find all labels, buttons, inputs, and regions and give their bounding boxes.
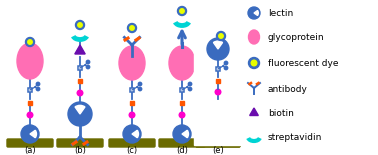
Circle shape [219,60,223,64]
Wedge shape [214,41,223,49]
Circle shape [188,87,192,91]
Circle shape [86,60,90,64]
FancyBboxPatch shape [7,139,53,147]
Text: biotin: biotin [268,108,294,117]
Wedge shape [254,11,258,16]
Circle shape [127,24,136,33]
Circle shape [78,23,82,27]
Circle shape [138,87,142,91]
Wedge shape [214,67,223,75]
Text: (c): (c) [126,146,138,155]
Text: antibody: antibody [268,84,308,93]
Circle shape [25,38,34,46]
Circle shape [215,89,221,95]
Circle shape [68,102,92,126]
Circle shape [180,9,184,13]
Circle shape [217,58,226,66]
Circle shape [251,60,257,66]
Text: (d): (d) [176,146,188,155]
Circle shape [36,82,40,86]
Circle shape [217,31,226,40]
FancyBboxPatch shape [180,88,184,92]
FancyBboxPatch shape [216,79,220,83]
Circle shape [224,61,228,65]
Text: fluorescent dye: fluorescent dye [268,58,339,67]
Circle shape [219,34,223,38]
Wedge shape [182,130,189,138]
Circle shape [129,112,135,118]
Text: (a): (a) [24,146,36,155]
Circle shape [179,112,185,118]
Wedge shape [214,79,223,87]
FancyBboxPatch shape [196,139,240,147]
Circle shape [77,90,83,96]
Circle shape [248,7,260,19]
Text: streptavidin: streptavidin [268,133,322,142]
Circle shape [215,93,221,99]
Ellipse shape [119,46,145,80]
Text: lectin: lectin [268,9,293,18]
Ellipse shape [205,95,231,131]
Text: (b): (b) [74,146,86,155]
Circle shape [76,20,85,29]
Ellipse shape [17,43,43,79]
Circle shape [248,58,260,69]
Wedge shape [75,105,85,114]
FancyBboxPatch shape [159,139,205,147]
Circle shape [36,87,40,91]
FancyBboxPatch shape [216,84,220,88]
FancyBboxPatch shape [196,139,240,147]
Ellipse shape [169,46,195,80]
FancyBboxPatch shape [109,139,155,147]
Circle shape [27,112,33,118]
Circle shape [28,40,32,44]
Circle shape [224,66,228,70]
Circle shape [207,38,229,60]
Circle shape [207,76,229,98]
Wedge shape [132,130,138,138]
Circle shape [21,125,39,143]
Circle shape [188,82,192,86]
Wedge shape [30,130,37,138]
Text: (e): (e) [212,146,224,155]
Text: glycoprotein: glycoprotein [268,33,325,42]
FancyBboxPatch shape [78,66,82,70]
Bar [194,5,242,145]
FancyBboxPatch shape [78,79,82,83]
FancyBboxPatch shape [130,88,134,92]
FancyBboxPatch shape [28,101,32,105]
Circle shape [173,125,191,143]
Ellipse shape [248,30,260,44]
FancyBboxPatch shape [57,139,103,147]
Circle shape [123,125,141,143]
Circle shape [178,7,186,16]
Circle shape [86,65,90,69]
Ellipse shape [205,99,231,135]
Circle shape [207,64,229,86]
Circle shape [138,82,142,86]
FancyBboxPatch shape [28,88,32,92]
Circle shape [130,26,134,30]
FancyBboxPatch shape [130,101,134,105]
FancyBboxPatch shape [180,101,184,105]
FancyBboxPatch shape [216,67,220,71]
